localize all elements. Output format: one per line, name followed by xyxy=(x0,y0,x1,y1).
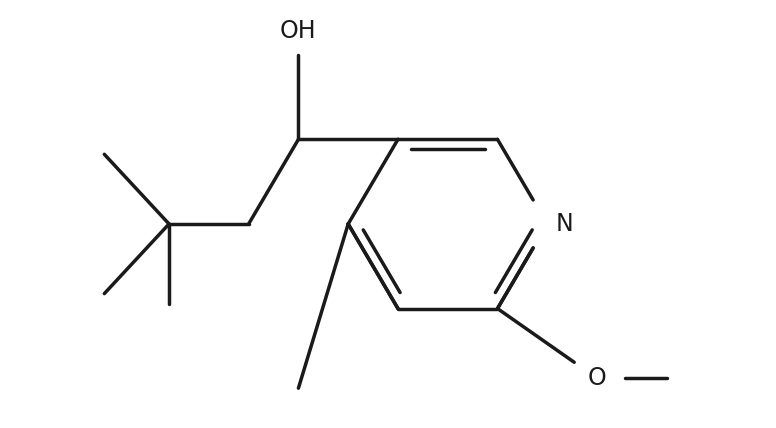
Text: OH: OH xyxy=(280,19,317,43)
Text: O: O xyxy=(587,366,606,390)
Text: N: N xyxy=(555,212,573,236)
